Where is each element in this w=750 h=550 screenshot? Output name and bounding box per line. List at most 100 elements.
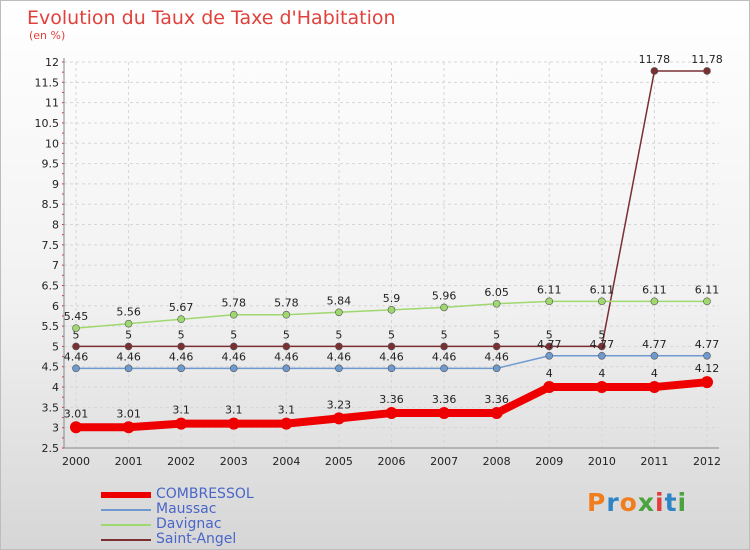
data-point xyxy=(229,342,238,351)
legend-label: Davignac xyxy=(156,516,222,532)
y-tick-label: 6.5 xyxy=(42,279,60,292)
data-point xyxy=(492,364,501,373)
line-chart: 2.533.544.555.566.577.588.599.51010.5111… xyxy=(35,53,723,468)
y-tick-label: 7 xyxy=(52,259,59,272)
data-label: 5 xyxy=(230,328,237,341)
data-label: 5.78 xyxy=(274,297,299,310)
data-label: 11.78 xyxy=(691,53,723,66)
data-label: 4.46 xyxy=(274,350,299,363)
data-point xyxy=(490,407,503,420)
x-tick-label: 2005 xyxy=(325,455,353,468)
data-label: 4.46 xyxy=(432,350,457,363)
data-point xyxy=(282,342,291,351)
data-label: 5 xyxy=(283,328,290,341)
data-point xyxy=(229,364,238,373)
data-point xyxy=(598,351,606,360)
series-saint-angel: 5 5 5 5 5 5 5 5 5 5 5 11.78 11.78 xyxy=(72,53,723,351)
data-point xyxy=(335,364,343,373)
data-point xyxy=(595,381,608,394)
data-label: 4.12 xyxy=(695,362,720,375)
y-tick-label: 11.5 xyxy=(35,76,60,89)
data-point xyxy=(122,421,135,434)
data-point xyxy=(177,315,185,323)
data-label: 5 xyxy=(73,328,80,341)
series-layer: 5 5 5 5 5 5 5 5 5 5 5 11.78 11.78 5.45 5.56 5.67 5.78 5.7… xyxy=(64,53,723,434)
data-label: 4.46 xyxy=(116,350,141,363)
data-label: 4.77 xyxy=(642,338,667,351)
data-point xyxy=(332,412,345,425)
data-label: 6.11 xyxy=(695,283,720,296)
data-label: 4 xyxy=(598,367,605,380)
x-tick-label: 2001 xyxy=(115,455,143,468)
data-point xyxy=(545,351,554,360)
data-label: 3.1 xyxy=(172,404,190,417)
data-label: 4 xyxy=(546,367,553,380)
data-label: 3.01 xyxy=(64,407,89,420)
data-point xyxy=(335,342,343,351)
y-tick-label: 11 xyxy=(45,97,59,110)
data-point xyxy=(492,299,501,308)
data-label: 4.46 xyxy=(327,350,352,363)
data-point xyxy=(177,342,185,351)
data-point xyxy=(282,310,291,319)
y-tick-label: 12 xyxy=(45,56,59,69)
data-label: 5.56 xyxy=(116,306,141,319)
data-point xyxy=(703,297,711,306)
data-label: 5.84 xyxy=(327,294,352,307)
data-point xyxy=(124,342,133,351)
data-point xyxy=(650,67,659,75)
x-tick-label: 2004 xyxy=(272,455,300,468)
data-point xyxy=(177,364,185,373)
data-label: 4.77 xyxy=(537,338,562,351)
y-tick-label: 4.5 xyxy=(42,361,60,374)
data-label: 5.67 xyxy=(169,301,194,314)
data-label: 11.78 xyxy=(639,53,671,66)
x-tick-label: 2012 xyxy=(693,455,721,468)
data-point xyxy=(335,308,343,317)
data-label: 5 xyxy=(125,328,132,341)
x-tick-label: 2007 xyxy=(430,455,458,468)
data-label: 5.96 xyxy=(432,289,457,302)
data-point xyxy=(229,310,238,319)
legend-swatch xyxy=(101,492,151,498)
data-point xyxy=(648,381,661,394)
data-point xyxy=(650,297,659,306)
data-point xyxy=(70,421,82,434)
logo-letter: o xyxy=(619,488,638,517)
data-point xyxy=(387,364,396,373)
data-point xyxy=(440,364,448,373)
y-tick-label: 5 xyxy=(52,340,59,353)
series-davignac: 5.45 5.56 5.67 5.78 5.78 5.84 5.9 5.96 6.05 6.11 6… xyxy=(64,283,720,332)
x-tick-label: 2000 xyxy=(62,455,90,468)
logo-letter: r xyxy=(606,488,620,517)
data-point xyxy=(440,342,448,351)
data-point xyxy=(280,417,293,430)
data-point xyxy=(545,342,554,351)
data-label: 3.1 xyxy=(225,404,243,417)
data-label: 3.36 xyxy=(379,393,404,406)
data-point xyxy=(124,319,133,328)
data-label: 6.11 xyxy=(590,283,615,296)
data-point xyxy=(387,306,396,314)
logo-letter: t xyxy=(664,488,678,517)
y-tick-label: 9.5 xyxy=(42,158,60,171)
data-label: 4.77 xyxy=(590,338,615,351)
data-point xyxy=(72,324,80,332)
proxiti-logo: Proxiti xyxy=(587,488,687,517)
y-tick-label: 2.5 xyxy=(42,442,60,455)
x-tick-label: 2008 xyxy=(483,455,511,468)
x-tick-label: 2003 xyxy=(220,455,248,468)
data-point xyxy=(545,297,554,306)
data-label: 5.9 xyxy=(383,292,401,305)
data-label: 3.36 xyxy=(432,393,457,406)
data-label: 5 xyxy=(441,328,448,341)
axes: 2.533.544.555.566.577.588.599.51010.5111… xyxy=(35,56,722,468)
y-tick-label: 5.5 xyxy=(42,320,60,333)
legend-swatch xyxy=(101,509,151,511)
data-label: 5 xyxy=(493,328,500,341)
data-point xyxy=(175,417,188,430)
y-tick-label: 10.5 xyxy=(35,117,60,130)
x-tick-label: 2006 xyxy=(378,455,406,468)
data-point xyxy=(438,407,451,420)
data-label: 6.11 xyxy=(642,283,667,296)
